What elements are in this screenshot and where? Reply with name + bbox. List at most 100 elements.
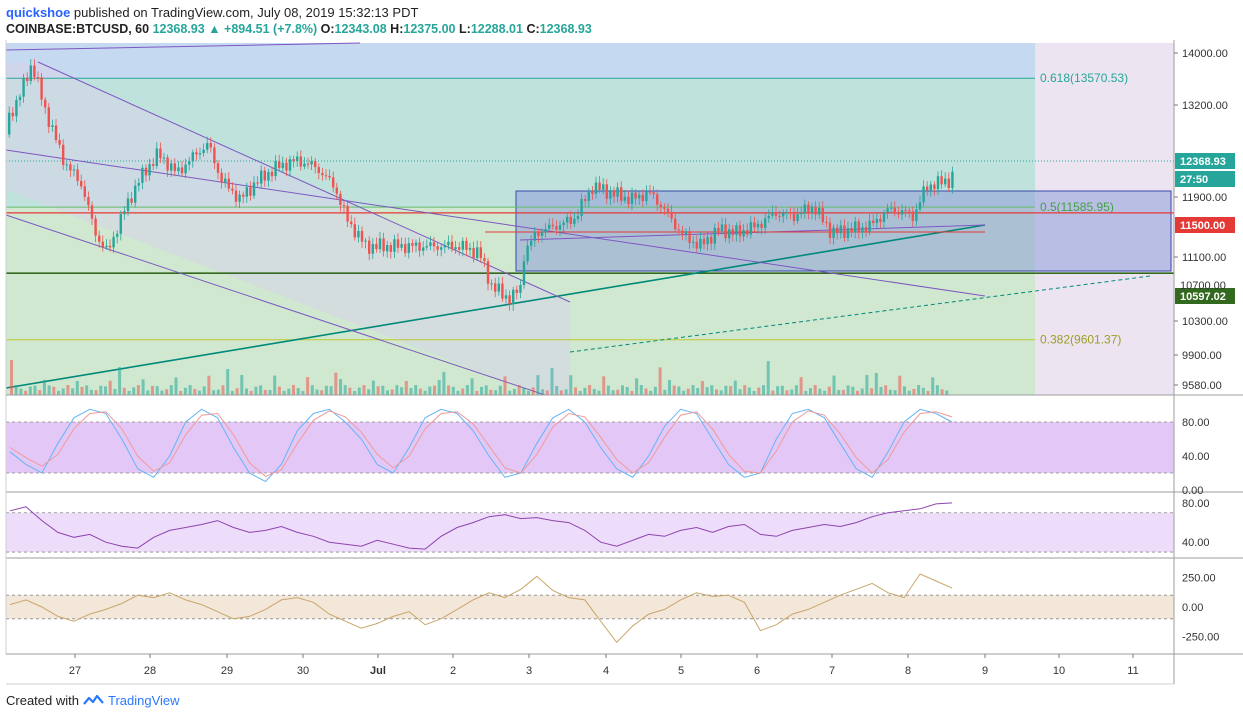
volume-bar: [329, 386, 333, 395]
candle-body: [922, 186, 925, 203]
candle-body: [605, 184, 608, 199]
candle-body: [180, 167, 184, 174]
volume-bar: [165, 389, 169, 395]
volume-bar: [292, 385, 295, 395]
x-tick-label: 3: [526, 665, 532, 677]
candle-body: [256, 182, 259, 184]
price-change: +894.51 (+7.8%): [224, 22, 318, 36]
volume-bar: [917, 385, 921, 395]
volume-bar: [414, 385, 418, 395]
volume-bar: [898, 375, 902, 395]
volume-bar: [480, 386, 483, 395]
candle-body: [40, 77, 43, 100]
candle-body: [148, 164, 151, 176]
volume-bar: [926, 390, 930, 395]
volume-bar: [371, 380, 375, 395]
volume-bar: [653, 386, 657, 395]
volume-bar: [400, 387, 404, 395]
candle-body: [296, 156, 299, 162]
x-tick-label: 7: [829, 665, 835, 677]
candle-body: [328, 175, 331, 178]
high-value: 12375.00: [403, 22, 456, 36]
volume-bar: [818, 388, 822, 395]
candle-body: [465, 240, 468, 250]
candle-body: [630, 192, 634, 205]
volume-bar: [527, 390, 530, 395]
volume-bar: [61, 388, 65, 395]
candle-body: [306, 163, 310, 165]
volume-bar: [611, 390, 615, 395]
volume-bar: [249, 390, 253, 395]
candle-body: [404, 244, 407, 253]
volume-bar: [263, 389, 267, 395]
volume-bar: [903, 386, 906, 395]
volume-bar: [550, 368, 554, 395]
candle-body: [400, 244, 403, 248]
symbol-label[interactable]: COINBASE:BTCUSD, 60: [6, 22, 150, 36]
candle-body: [911, 211, 914, 221]
candle-body: [364, 240, 367, 242]
candle-body: [44, 99, 47, 108]
volume-bar: [268, 390, 272, 395]
candle-body: [875, 218, 878, 224]
volume-bar: [395, 385, 399, 395]
volume-bar: [658, 367, 662, 395]
price-label-partial: 10700.00: [1180, 280, 1226, 292]
close-value: 12368.93: [539, 22, 592, 36]
candle-body: [198, 153, 202, 155]
tradingview-brand[interactable]: TradingView: [108, 693, 180, 708]
candle-body: [479, 247, 482, 259]
volume-bar: [893, 390, 897, 395]
volume-bar: [555, 386, 559, 395]
stoch-tick-label: 80.00: [1182, 417, 1210, 429]
volume-bar: [367, 389, 371, 395]
candle-body: [159, 148, 162, 159]
candle-body: [821, 207, 824, 223]
candle-body: [836, 227, 839, 234]
candle-body: [584, 199, 587, 201]
candle-body: [458, 247, 461, 250]
candle-body: [396, 239, 400, 248]
candle-body: [792, 213, 796, 221]
volume-bar: [945, 390, 949, 395]
candle-body: [882, 212, 886, 222]
volume-bar: [935, 385, 939, 395]
descending-trendline: [5, 149, 986, 297]
volume-bar: [766, 361, 770, 395]
candle-body: [389, 245, 392, 252]
volume-bar: [921, 387, 925, 395]
fib-label: 0.618(13570.53): [1040, 71, 1128, 85]
candle-body: [227, 178, 230, 189]
candle-body: [850, 228, 853, 233]
candle-body: [533, 231, 536, 241]
price-label-resistance: 11500.00: [1180, 220, 1225, 232]
candle-body: [767, 215, 770, 219]
volume-bar: [907, 390, 911, 395]
channel-lower-line: [5, 214, 546, 396]
volume-bar: [790, 389, 794, 395]
candle-body: [735, 225, 738, 235]
fib-zone-upper: [6, 43, 1035, 79]
volume-bar: [517, 385, 521, 395]
candle-body: [339, 193, 342, 206]
candle-body: [746, 230, 749, 235]
candle-body: [656, 194, 659, 205]
candle-body: [443, 245, 446, 248]
candle-body: [843, 225, 846, 239]
author-name[interactable]: quickshoe: [6, 5, 71, 20]
candle-body: [414, 242, 418, 246]
y-tick-label: 9580.00: [1182, 380, 1222, 392]
candle-body: [432, 242, 436, 247]
candle-body: [137, 182, 140, 186]
x-tick-label: 2: [450, 665, 456, 677]
volume-bar: [931, 377, 935, 395]
tradingview-logo-icon[interactable]: [82, 693, 108, 708]
volume-bar: [780, 385, 784, 395]
chart-canvas[interactable]: 0.618(13570.53) 0.5(11585.95) 0.382(9601.3…: [0, 40, 1243, 686]
candle-body: [828, 222, 832, 238]
open-label: O:: [320, 22, 335, 36]
volume-bar: [85, 385, 89, 395]
volume-bar: [588, 385, 592, 395]
candle-body: [346, 205, 349, 222]
volume-bar: [108, 380, 112, 395]
